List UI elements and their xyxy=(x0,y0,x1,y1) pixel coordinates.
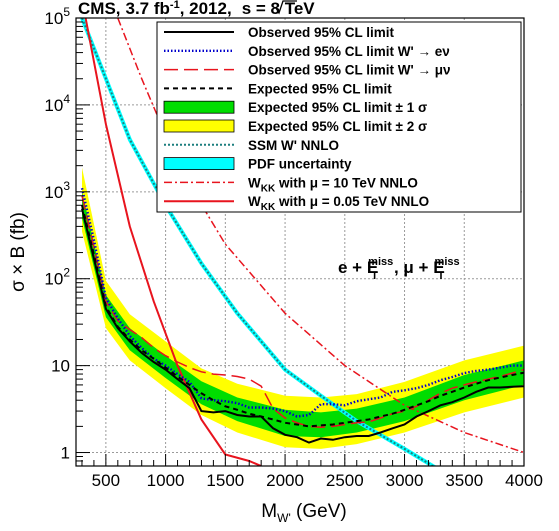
y-tick-label: 105 xyxy=(44,5,70,28)
legend-label: Observed 95% CL limit W' → eν xyxy=(248,44,450,59)
legend-symbol-1sigma xyxy=(163,100,235,114)
expected-limit xyxy=(81,205,524,428)
x-tick-label: 500 xyxy=(92,471,120,490)
plot-frame xyxy=(75,17,525,467)
legend-label: WKK with μ = 10 TeV NNLO xyxy=(248,175,418,194)
y-tick-label: 102 xyxy=(44,266,70,289)
observed-mu-limit xyxy=(81,195,524,429)
x-axis-title: MW' (GeV) xyxy=(261,501,346,525)
wkk-005tev-curve xyxy=(84,18,262,466)
legend-symbol-2sigma xyxy=(163,119,235,133)
legend-label: Observed 95% CL limit W' → μν xyxy=(248,63,451,78)
data-layer xyxy=(80,18,524,466)
legend-label: WKK with μ = 0.05 TeV NNLO xyxy=(248,194,429,213)
legend-label: Expected 95% CL limit ± 2 σ xyxy=(248,119,427,134)
x-tick-label: 4000 xyxy=(505,471,543,490)
legend-label: SSM W' NNLO xyxy=(248,138,339,153)
legend-box xyxy=(156,21,522,213)
sqrt-sign xyxy=(275,0,297,15)
legend-symbol-pdf xyxy=(163,157,235,171)
observed-limit xyxy=(81,208,524,444)
legend-label: Observed 95% CL limit xyxy=(248,25,395,40)
x-tick-label: 3000 xyxy=(386,471,424,490)
legend-label: PDF uncertainty xyxy=(248,157,352,172)
y-tick-label: 104 xyxy=(44,92,70,115)
x-tick-label: 1500 xyxy=(206,471,244,490)
pdf-uncertainty-band xyxy=(80,18,437,466)
x-tick-label: 1000 xyxy=(147,471,185,490)
x-tick-label: 2500 xyxy=(326,471,364,490)
band-1sigma xyxy=(82,191,524,438)
legend: Observed 95% CL limit Observed 95% CL lim… xyxy=(163,25,451,213)
y-tick-label: 103 xyxy=(44,179,70,202)
cms-header: CMS, 3.7 fb-1, 2012, s = 8 TeV xyxy=(78,0,315,18)
legend-label: Expected 95% CL limit xyxy=(248,81,392,96)
axis-ticks: 500 1000 1500 2000 2500 3000 3500 4000 1 10 102 103… xyxy=(44,5,543,490)
x-tick-label: 3500 xyxy=(445,471,483,490)
y-axis-title: σ × B (fb) xyxy=(8,212,29,292)
legend-label: Expected 95% CL limit ± 1 σ xyxy=(248,100,427,115)
y-tick-label: 10 xyxy=(51,357,70,376)
x-tick-label: 2000 xyxy=(266,471,304,490)
observed-e-limit xyxy=(80,187,524,418)
y-tick-label: 1 xyxy=(61,444,70,463)
